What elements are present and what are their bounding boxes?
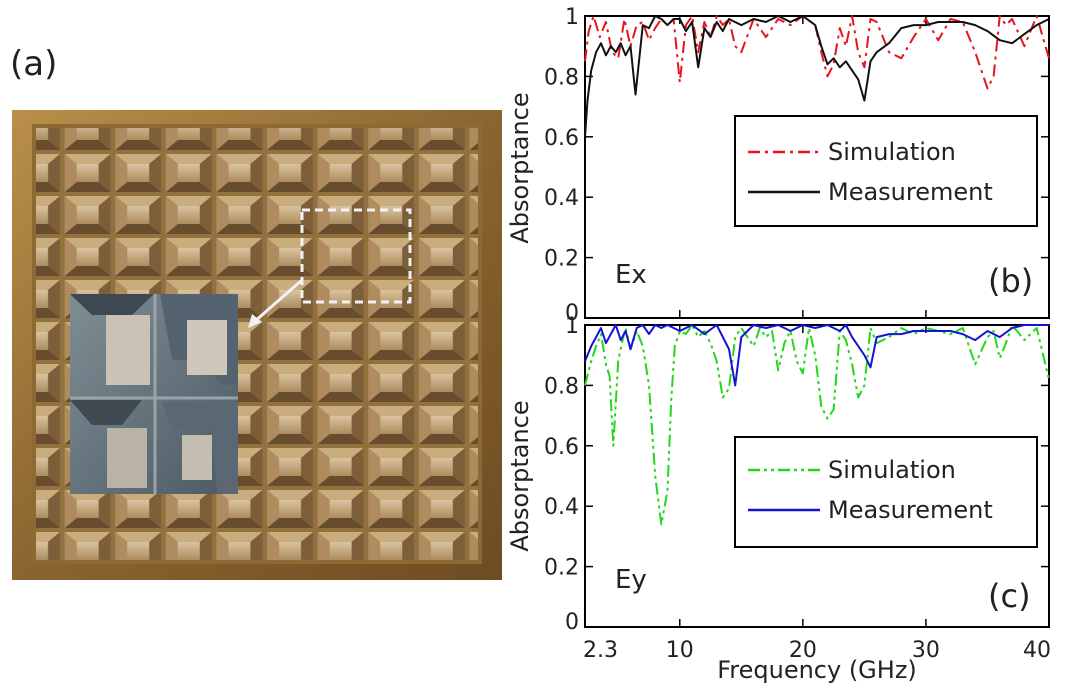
panel-c-ey-chart: 0 0.2 0.4 0.6 0.8 1 2.3 10 20 30 40 Absorptance Fr… [506, 314, 1051, 684]
panel-c-ytick-label: 0.6 [544, 435, 579, 460]
panel-b-ytick-label: 0 [565, 301, 579, 326]
absorber-photo [12, 110, 502, 580]
panel-a-label: (a) [10, 44, 58, 84]
panel-c-ytick-label: 0 [565, 610, 579, 635]
panel-b-ex-chart: 0 0.2 0.4 0.6 0.8 1 Absorptance Simulation Me… [506, 5, 1050, 326]
x-tick-label: 40 [1023, 638, 1051, 663]
panel-c-legend-sim-label: Simulation [828, 456, 956, 484]
panel-b-ytick-label: 0.2 [544, 247, 579, 272]
panel-b-ylabel: Absorptance [506, 92, 534, 243]
panel-b-label: (b) [988, 262, 1033, 300]
panel-c-polarization: Ey [615, 565, 647, 595]
panel-c-legend-meas-label: Measurement [828, 496, 993, 524]
panel-b-series-measurement-line [584, 15, 1050, 137]
panel-b-legend-meas-label: Measurement [828, 178, 993, 206]
panel-c-label: (c) [988, 577, 1031, 615]
panel-c-ytick-label: 0.2 [544, 556, 579, 581]
panel-c-ytick-label: 0.4 [544, 495, 579, 520]
panel-c-legend: Simulation Measurement [734, 436, 1038, 548]
panel-c-ytick-label: 1 [565, 314, 579, 339]
panel-b-ytick-label: 1 [565, 5, 579, 30]
panel-b-ytick-label: 0.6 [544, 126, 579, 151]
panel-b-series-simulation-line [584, 15, 1050, 90]
panel-b-legend: Simulation Measurement [734, 115, 1038, 227]
panel-b-ytick-label: 0.4 [544, 186, 579, 211]
panel-b-legend-sim-label: Simulation [828, 138, 956, 166]
x-tick-label: 20 [789, 638, 817, 663]
panel-c-series-measurement-line [584, 324, 1049, 387]
panel-c-ylabel: Absorptance [506, 400, 534, 551]
x-axis-title: Frequency (GHz) [717, 656, 917, 684]
panel-b-polarization: Ex [615, 260, 647, 290]
x-tick-label: 30 [912, 638, 940, 663]
panel-b-ytick-label: 0.8 [544, 65, 579, 90]
panel-c-ytick-label: 0.8 [544, 374, 579, 399]
x-tick-label: 10 [666, 638, 694, 663]
panel-c-plot-frame [584, 324, 1050, 628]
panel-b-plot-frame [584, 15, 1050, 319]
x-tick-label: 2.3 [583, 638, 618, 663]
